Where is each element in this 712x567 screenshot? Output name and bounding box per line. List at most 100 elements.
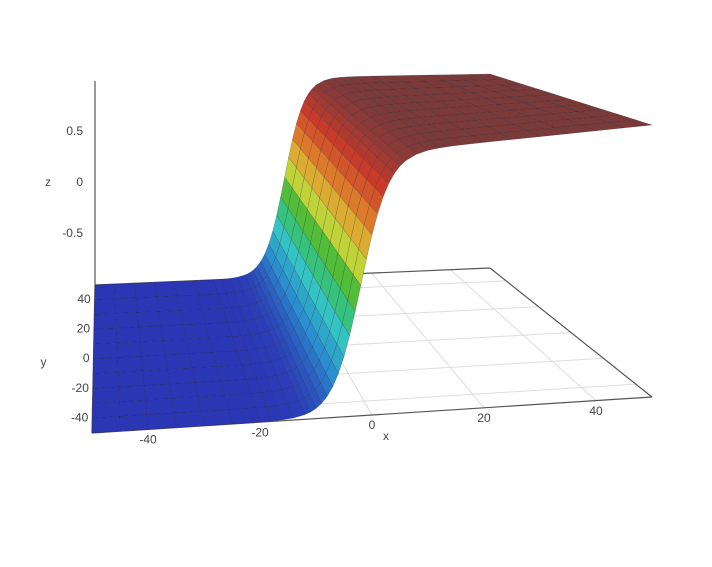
surface-cell	[115, 312, 139, 329]
surface-cell	[134, 282, 157, 299]
surface-cell	[179, 309, 206, 326]
surface-cell	[357, 83, 378, 91]
surface-cell	[146, 412, 177, 430]
surface-cell	[265, 405, 283, 422]
surface-cell	[162, 339, 190, 356]
surface-cell	[380, 165, 395, 184]
surface-cell	[169, 382, 199, 399]
surface-cell	[197, 293, 224, 310]
surface-cell	[417, 140, 440, 151]
surface-cell	[291, 167, 305, 200]
surface-cell	[114, 283, 137, 300]
x-axis-title: x	[383, 429, 389, 443]
surface-cell	[277, 320, 290, 340]
y-axis-title: y	[41, 355, 47, 369]
surface-cell	[408, 125, 431, 135]
surface-cell	[265, 293, 277, 313]
surface-cell	[212, 350, 242, 367]
surface-cell	[485, 96, 524, 105]
z-tick-label: 0	[76, 175, 83, 189]
surface-cell	[369, 187, 384, 215]
surface-cell	[377, 96, 399, 105]
surface-cell	[240, 334, 257, 351]
surface-cell	[396, 146, 418, 162]
surface-cell	[346, 133, 361, 151]
y-tick-label: 40	[77, 292, 91, 306]
y-tick-label: -20	[72, 381, 90, 395]
surface-cell	[117, 356, 143, 373]
surface-cell	[117, 370, 145, 388]
surface-cell	[342, 205, 357, 240]
surface-cell	[135, 296, 159, 313]
surface-cell	[333, 94, 353, 108]
surface-cell	[138, 325, 164, 343]
surface-cell	[327, 276, 341, 313]
surface-cell	[91, 416, 121, 434]
surface-cell	[250, 363, 267, 379]
surface-cell	[471, 132, 513, 143]
surface-cell	[291, 366, 304, 385]
surface-cell	[194, 380, 225, 398]
surface-cell	[316, 150, 330, 179]
surface-cell	[140, 354, 168, 372]
surface-cell	[351, 109, 371, 124]
y-tick-label: 20	[77, 322, 91, 336]
surface-cell	[118, 385, 146, 403]
surface-cell	[318, 347, 332, 374]
surface-cell	[450, 135, 485, 146]
z-tick-label: 0.5	[66, 124, 83, 138]
surface-cell	[224, 393, 256, 410]
surface-cell	[374, 174, 390, 198]
surface-cell	[139, 340, 166, 357]
y-tick-label: 0	[83, 351, 90, 365]
surface-cell	[314, 197, 328, 232]
z-tick-label: -0.5	[62, 226, 83, 240]
surface-cell	[352, 248, 367, 287]
surface-cell	[242, 288, 258, 306]
surface-cell	[333, 111, 348, 126]
surface-cell	[231, 335, 247, 352]
surface-cell	[193, 279, 219, 296]
surface-cell	[347, 274, 362, 313]
surface-cell	[307, 187, 320, 222]
surface-cell	[271, 256, 283, 282]
surface-cell	[92, 401, 120, 419]
surface-cell	[173, 280, 198, 297]
surface-cell	[118, 399, 147, 417]
surface-cell	[94, 283, 116, 301]
surface-cell	[267, 311, 279, 330]
surface-cell	[143, 383, 172, 401]
surface-cell	[200, 409, 233, 427]
surface-cell	[220, 379, 252, 396]
surface-cell	[119, 414, 149, 432]
surface-cell	[167, 367, 196, 385]
surface-cell	[235, 320, 251, 337]
surface-cell	[385, 158, 401, 174]
surface-cell	[430, 74, 466, 82]
surface-cell	[436, 86, 473, 95]
surface-cell	[309, 389, 322, 409]
surface-cell	[171, 396, 202, 414]
surface-cell	[379, 121, 400, 133]
surface-cell	[331, 343, 345, 375]
surface-cell	[248, 302, 264, 320]
surface-cell	[324, 330, 338, 362]
surface-cell	[185, 337, 214, 354]
surface-cell	[280, 176, 293, 210]
surface-cell	[227, 407, 261, 425]
x-tick-label: -40	[139, 433, 157, 447]
surface-cell	[284, 282, 297, 308]
surface-cell	[191, 366, 221, 383]
x-tick-label: 20	[477, 411, 491, 425]
surface-cell	[245, 378, 262, 394]
surface-cell	[407, 142, 429, 155]
surface-cell	[485, 78, 523, 86]
surface-cell	[471, 91, 509, 99]
surface-cell	[236, 274, 252, 292]
surface-cell	[226, 292, 241, 308]
surface-cell	[188, 352, 218, 369]
surface-cell	[160, 324, 187, 341]
surface-cell	[204, 322, 233, 339]
surface-cell	[176, 294, 202, 311]
surface-cell	[366, 166, 381, 189]
